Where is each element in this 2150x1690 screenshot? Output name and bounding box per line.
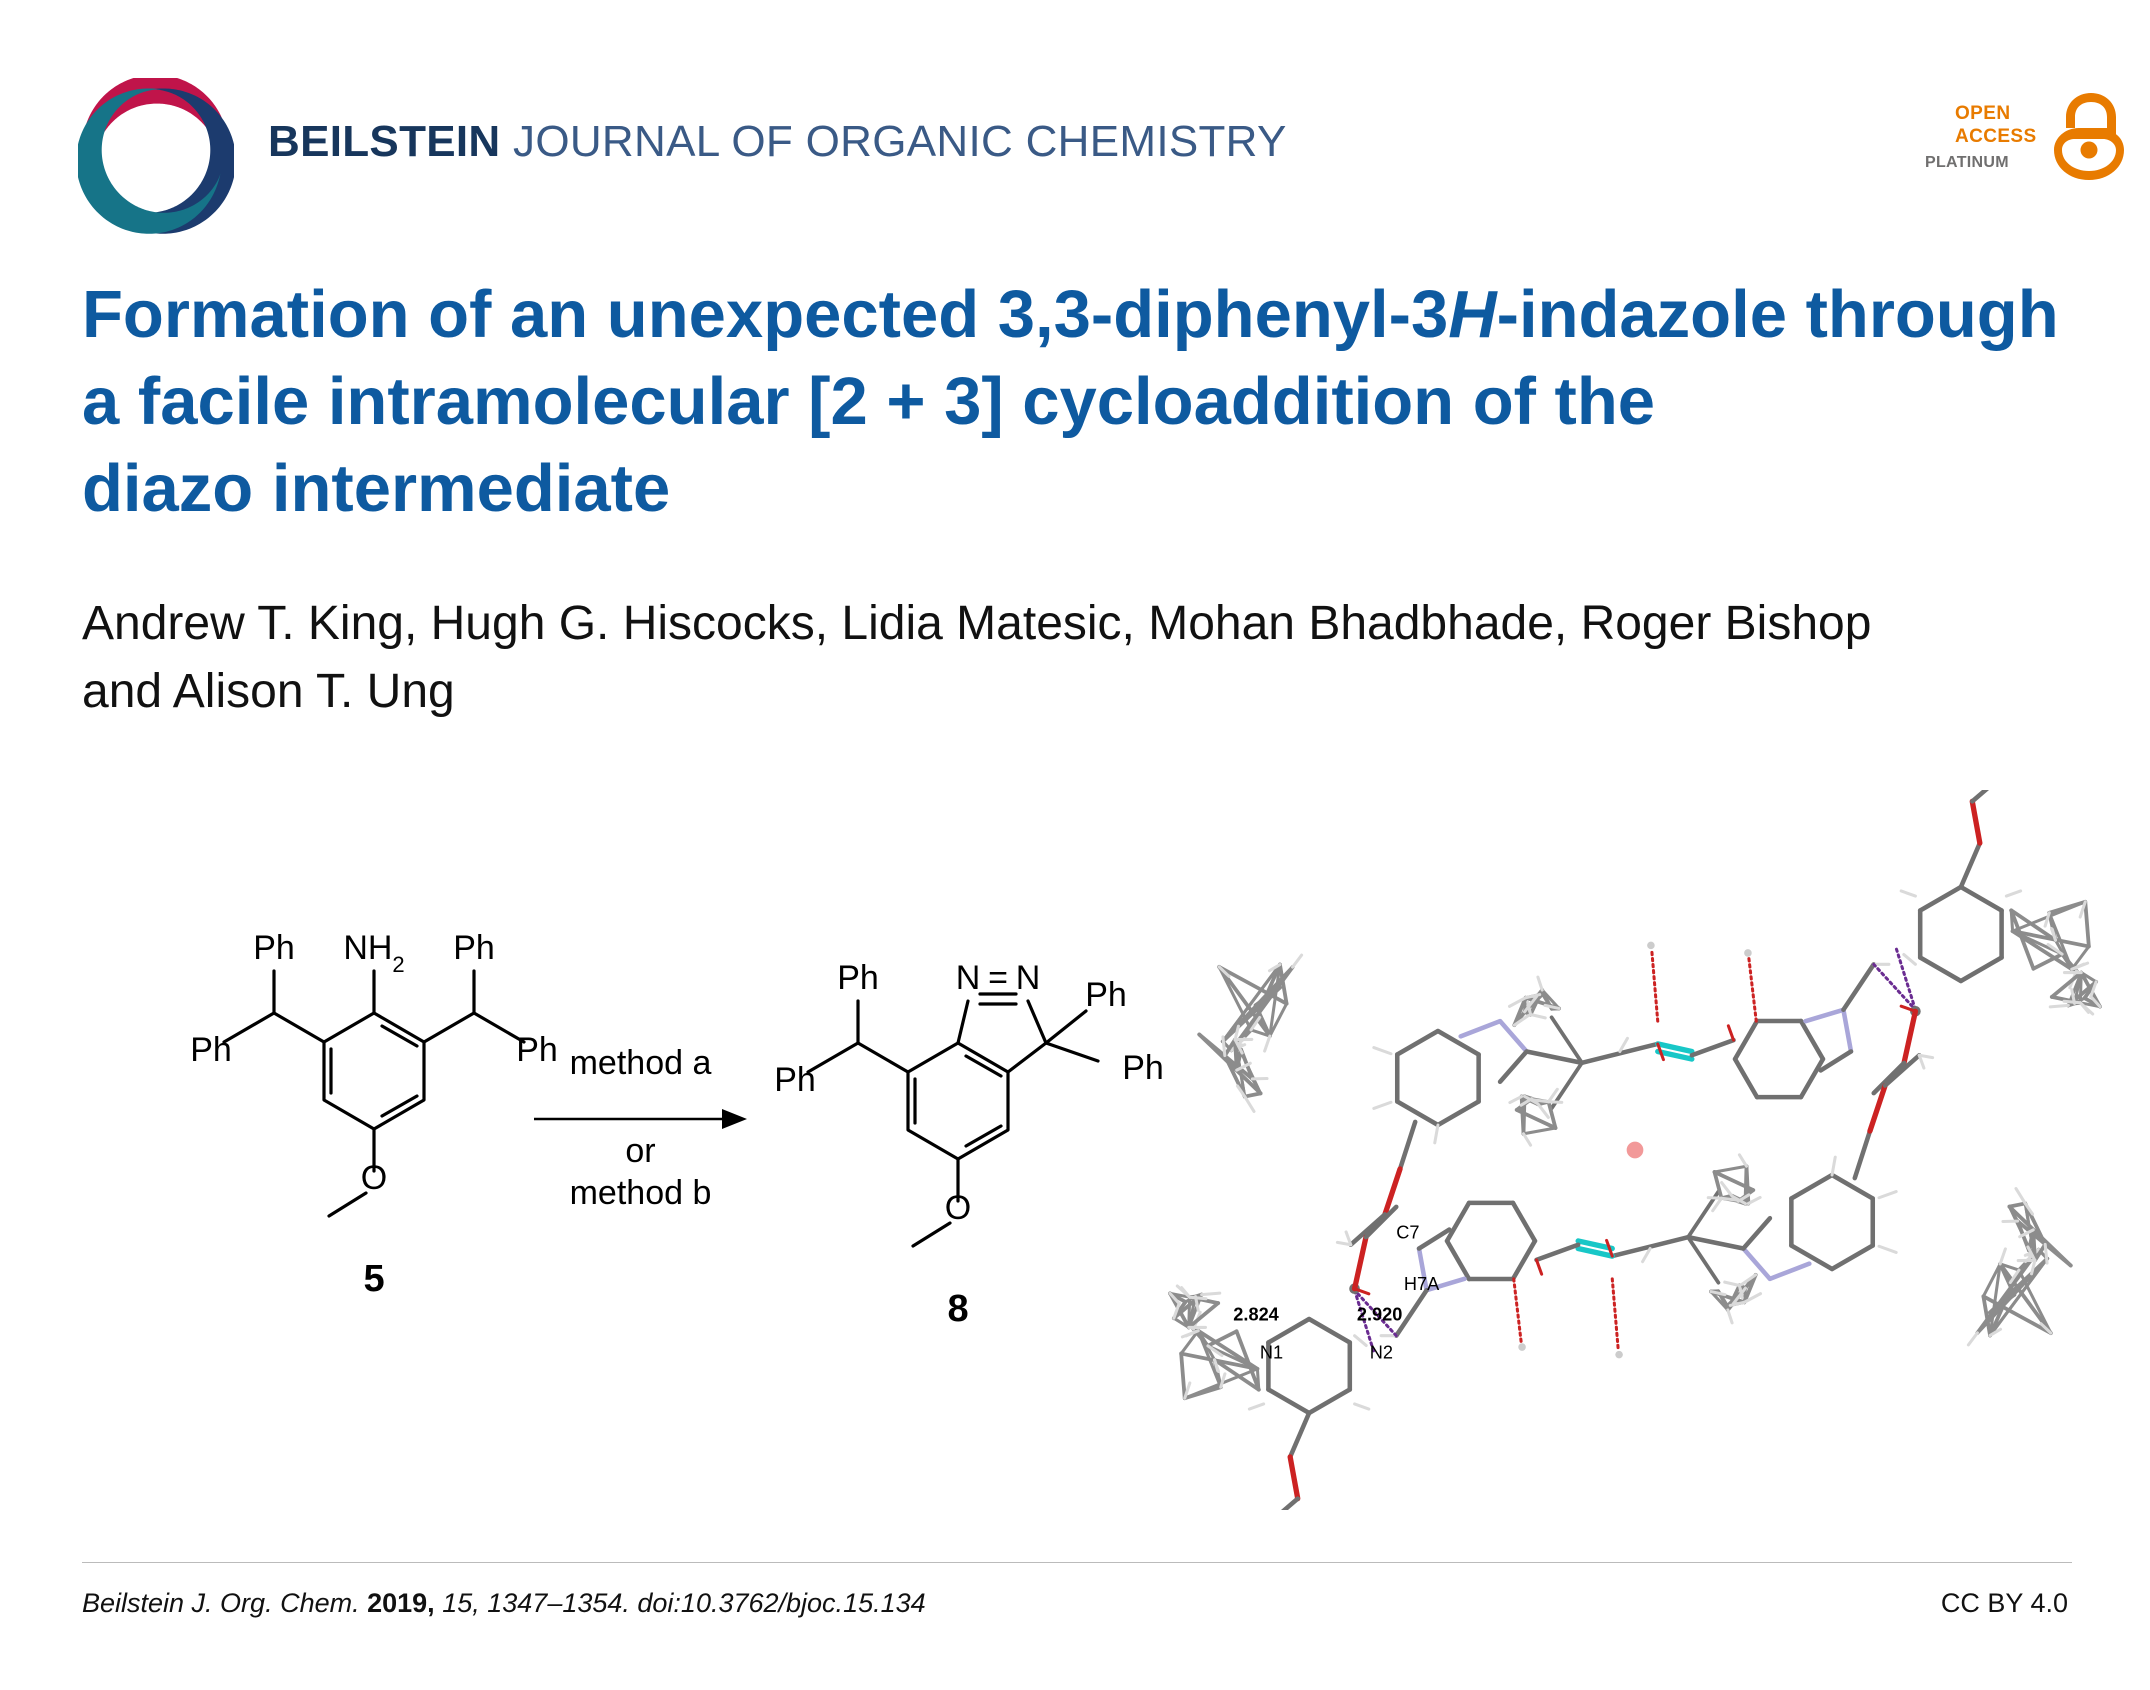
svg-text:H7A: H7A	[1404, 1274, 1440, 1294]
svg-text:C7: C7	[1396, 1223, 1419, 1243]
svg-text:5: 5	[363, 1258, 384, 1300]
svg-text:N: N	[1016, 959, 1041, 997]
svg-text:N2: N2	[1370, 1342, 1393, 1362]
svg-text:Ph: Ph	[190, 1031, 232, 1069]
svg-text:=: =	[988, 959, 1008, 997]
svg-text:Ph: Ph	[253, 929, 295, 967]
svg-text:N: N	[956, 959, 981, 997]
svg-text:O: O	[361, 1159, 387, 1197]
svg-text:O: O	[945, 1189, 971, 1227]
svg-text:2.920: 2.920	[1357, 1305, 1402, 1325]
svg-text:Ph: Ph	[774, 1061, 816, 1099]
svg-text:N1: N1	[1260, 1342, 1283, 1362]
svg-text:NH2: NH2	[343, 929, 404, 977]
svg-text:Ph: Ph	[837, 959, 879, 997]
svg-text:2.824: 2.824	[1233, 1305, 1279, 1325]
svg-text:Ph: Ph	[453, 929, 495, 967]
svg-text:8: 8	[947, 1288, 968, 1330]
